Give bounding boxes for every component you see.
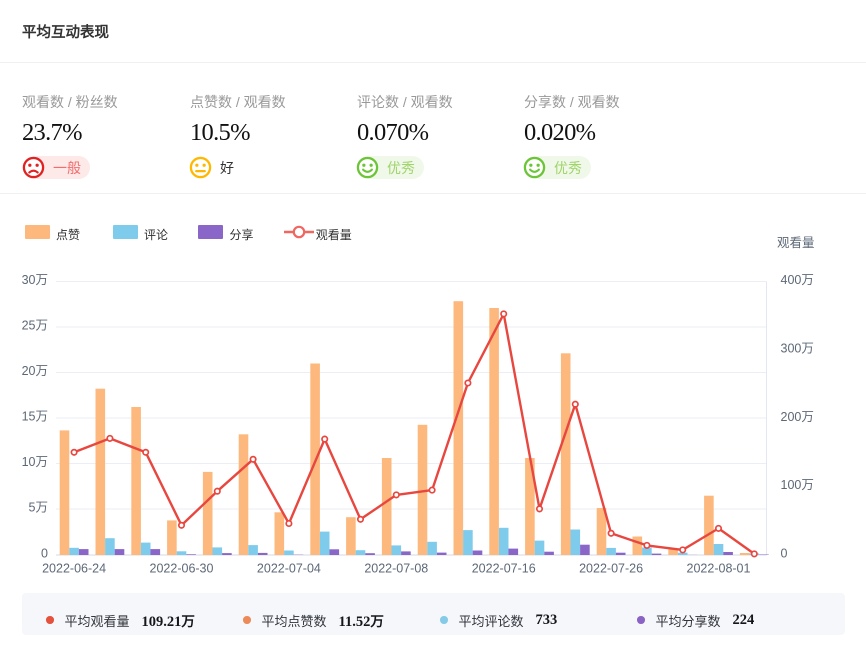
svg-text:2022-06-24: 2022-06-24 [42, 562, 106, 576]
svg-text:10万: 10万 [22, 455, 48, 469]
svg-text:20万: 20万 [22, 364, 48, 378]
svg-text:0: 0 [41, 547, 48, 561]
svg-text:2022-07-26: 2022-07-26 [579, 562, 643, 576]
svg-text:5万: 5万 [29, 501, 48, 515]
svg-text:100万: 100万 [781, 478, 814, 492]
svg-text:2022-07-16: 2022-07-16 [472, 562, 536, 576]
svg-text:200万: 200万 [781, 410, 814, 424]
svg-text:400万: 400万 [781, 273, 814, 287]
svg-text:2022-06-30: 2022-06-30 [150, 562, 214, 576]
svg-text:0: 0 [781, 547, 788, 561]
svg-text:300万: 300万 [781, 342, 814, 356]
svg-text:15万: 15万 [22, 410, 48, 424]
svg-text:2022-08-01: 2022-08-01 [687, 562, 751, 576]
svg-text:30万: 30万 [22, 273, 48, 287]
svg-text:2022-07-08: 2022-07-08 [364, 562, 428, 576]
svg-text:25万: 25万 [22, 319, 48, 333]
svg-text:2022-07-04: 2022-07-04 [257, 562, 321, 576]
